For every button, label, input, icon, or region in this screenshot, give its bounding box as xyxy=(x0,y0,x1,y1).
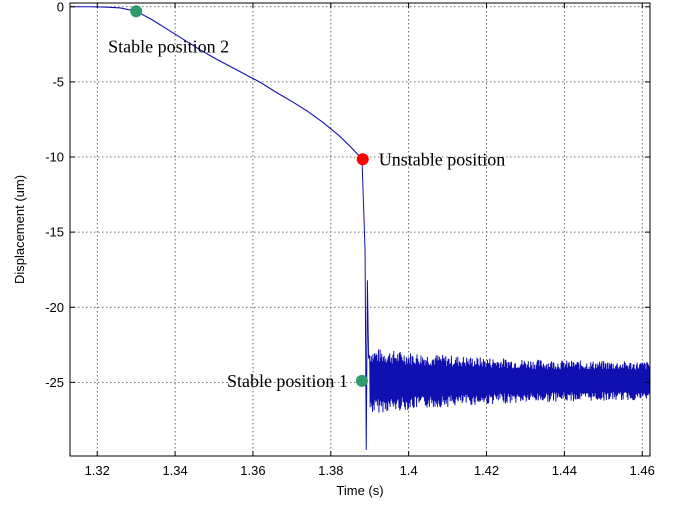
x-tick-label: 1.42 xyxy=(474,463,499,478)
x-axis-label: Time (s) xyxy=(336,483,383,498)
y-tick-label: -15 xyxy=(45,225,64,240)
plot-frame xyxy=(69,2,651,457)
marker-label: Stable position 2 xyxy=(108,36,229,56)
x-tick-label: 1.44 xyxy=(552,463,577,478)
x-tick-label: 1.4 xyxy=(400,463,418,478)
x-tick-label: 1.46 xyxy=(630,463,655,478)
x-tick-label: 1.36 xyxy=(240,463,265,478)
x-tick-label: 1.38 xyxy=(318,463,343,478)
y-axis-label: Displacement (um) xyxy=(12,175,27,284)
y-tick-label: -10 xyxy=(45,150,64,165)
marker-point xyxy=(356,153,369,166)
x-tick-label: 1.34 xyxy=(162,463,187,478)
tick-marks xyxy=(70,3,650,456)
x-tick-label: 1.32 xyxy=(85,463,110,478)
y-tick-label: -20 xyxy=(45,300,64,315)
y-tick-label: -5 xyxy=(52,74,64,89)
displacement-series-line xyxy=(70,6,363,159)
y-tick-label: 0 xyxy=(57,0,64,14)
marker-label: Unstable position xyxy=(379,149,506,169)
marker-point xyxy=(130,5,143,18)
annotations: Stable position 2 Unstable position Stable… xyxy=(108,36,505,391)
markers xyxy=(130,5,369,387)
tick-labels: 1.32 1.34 1.36 1.38 1.4 1.42 1.44 1.46 0 -5 -10 -15… xyxy=(45,0,655,478)
marker-label: Stable position 1 xyxy=(227,371,348,391)
series-layer xyxy=(70,6,651,450)
oscillation-series-line xyxy=(361,158,651,450)
marker-point xyxy=(355,374,368,387)
y-tick-label: -25 xyxy=(45,375,64,390)
